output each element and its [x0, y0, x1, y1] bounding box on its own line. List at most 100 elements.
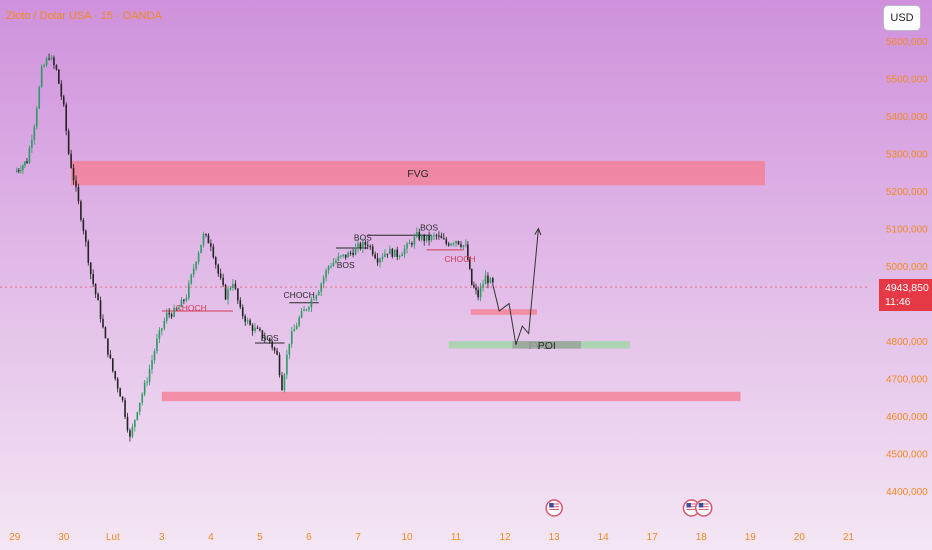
candle-body — [251, 325, 254, 331]
candle-body — [369, 246, 372, 248]
candle-body — [344, 254, 347, 258]
candle-body — [183, 299, 185, 301]
candle-body — [116, 378, 119, 389]
us-flag-icon[interactable] — [694, 499, 713, 517]
candle-body — [357, 243, 359, 248]
candle-body — [276, 350, 278, 355]
candle-body — [195, 261, 197, 269]
y-tick-label: 4400,000 — [886, 487, 928, 498]
x-tick-label: 20 — [794, 532, 806, 543]
candle-body — [371, 246, 374, 255]
y-tick-label: 4800,000 — [886, 337, 928, 348]
candle-body — [82, 219, 85, 231]
candle-body — [492, 278, 494, 283]
candle-body — [364, 242, 367, 246]
candle-body — [28, 147, 31, 164]
flag-circle — [694, 499, 713, 517]
candle-body — [111, 358, 114, 372]
currency-button[interactable]: USD — [883, 5, 921, 31]
candle-body — [487, 275, 489, 284]
candle-body — [136, 412, 139, 420]
candle-body — [161, 328, 163, 331]
candle-body — [425, 236, 428, 241]
zone-poi-4[interactable] — [512, 341, 582, 349]
candle-body — [207, 235, 210, 244]
projection-path[interactable] — [492, 228, 539, 345]
candle-body — [457, 241, 460, 245]
candle-body — [308, 307, 310, 310]
candle-body — [153, 351, 156, 361]
candle-body — [379, 258, 381, 263]
candle-body — [354, 247, 357, 255]
candle-body — [411, 243, 413, 245]
flag-circle — [545, 499, 563, 517]
candle-body — [35, 108, 38, 127]
candle-body — [58, 69, 60, 84]
y-tick-label: 4600,000 — [886, 412, 928, 423]
candle-body — [22, 165, 24, 171]
candle-body — [393, 249, 396, 257]
candle-body — [450, 243, 452, 246]
candle-body — [24, 161, 26, 166]
annotation-bos: BOS — [337, 260, 355, 270]
x-tick-label: 14 — [598, 532, 610, 543]
candle-body — [286, 354, 288, 375]
candle-body — [386, 253, 389, 255]
candle-body — [45, 58, 48, 66]
candle-body — [15, 170, 18, 173]
candle-body — [403, 248, 406, 255]
candle-body — [31, 139, 33, 148]
zone-fvg-0[interactable] — [71, 160, 766, 186]
candle-body — [342, 254, 345, 256]
candle-body — [202, 233, 205, 245]
candle-body — [327, 266, 330, 271]
candle-body — [271, 341, 273, 348]
candle-body — [214, 257, 217, 265]
candle-body — [239, 300, 242, 308]
candle-body — [438, 235, 440, 237]
x-tick-label: 17 — [647, 532, 659, 543]
candle-body — [465, 244, 467, 246]
candle-body — [293, 329, 296, 332]
y-tick-label: 5100,000 — [886, 224, 928, 235]
zone-box-1[interactable] — [161, 391, 741, 402]
us-flag-icon[interactable] — [545, 499, 563, 517]
candle-body — [332, 262, 335, 267]
candle-body — [246, 320, 249, 322]
candle-body — [303, 309, 305, 312]
x-tick-label: 29 — [9, 532, 21, 543]
candle-body — [322, 277, 325, 284]
candle-body — [264, 337, 266, 339]
candle-body — [320, 283, 323, 292]
candle-body — [273, 347, 276, 351]
candle-body — [467, 244, 469, 260]
candle-body — [374, 254, 376, 259]
candle-body — [104, 327, 107, 339]
candle-body — [300, 311, 303, 318]
candle-body — [119, 388, 121, 397]
candle-body — [129, 430, 131, 437]
candle-body — [205, 233, 207, 236]
candle-body — [406, 243, 408, 249]
x-tick-label: 18 — [696, 532, 708, 543]
candle-body — [38, 86, 41, 109]
candle-body — [462, 245, 465, 247]
candle-body — [107, 338, 109, 355]
candle-body — [347, 252, 349, 258]
annotation-bos: BOS — [354, 232, 372, 242]
candle-body — [398, 256, 401, 258]
candle-body — [340, 255, 342, 257]
candle-body — [224, 284, 227, 300]
candle-body — [156, 338, 158, 352]
zone-box-2[interactable] — [470, 309, 537, 315]
candle-body — [65, 104, 68, 131]
candle-body — [381, 256, 384, 259]
candle-body — [484, 275, 487, 285]
candle-body — [468, 259, 471, 269]
candle-body — [443, 238, 445, 240]
candle-body — [482, 284, 484, 288]
candle-body — [219, 273, 222, 278]
candle-body — [67, 130, 70, 154]
candle-body — [210, 243, 212, 247]
